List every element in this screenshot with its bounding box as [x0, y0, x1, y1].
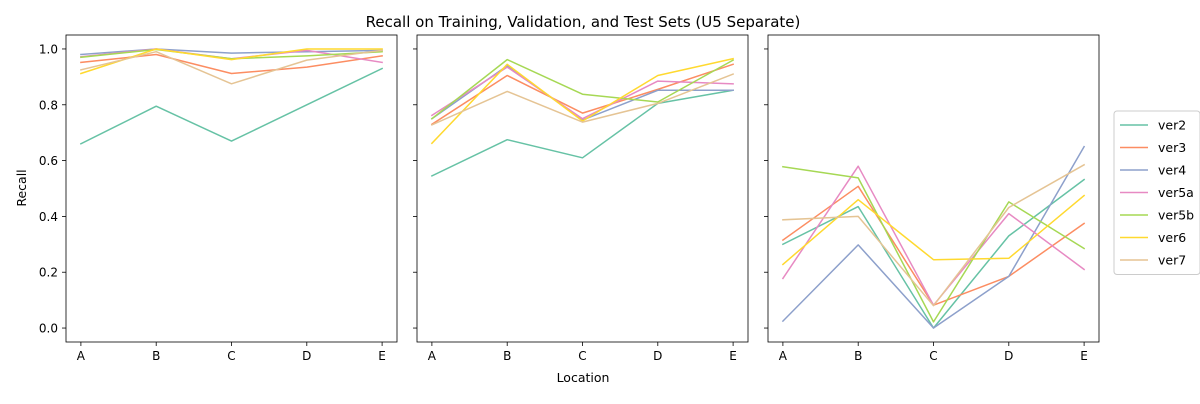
- series-line-ver4-panel-1: [80, 48, 383, 56]
- y-tick-label: 0.0: [39, 322, 58, 336]
- series-line-ver7-panel-2: [430, 73, 735, 126]
- axes-frame-2: [416, 34, 749, 343]
- x-tick-label: E: [1080, 349, 1088, 363]
- series-line-ver5a-panel-3: [781, 165, 1086, 306]
- x-tick-label: A: [428, 349, 437, 363]
- panel-2: A B C D E: [413, 34, 749, 363]
- panel-3: A B C D E: [764, 34, 1100, 363]
- legend-label-ver5a: ver5a: [1158, 185, 1194, 200]
- series-line-ver4-panel-2: [430, 64, 734, 121]
- x-tick-label: C: [578, 349, 586, 363]
- x-tick-label: B: [503, 349, 511, 363]
- series-line-ver3-panel-3: [781, 185, 1086, 306]
- series-line-ver5a-panel-2: [430, 66, 734, 120]
- series-line-ver3-panel-1: [80, 53, 383, 75]
- series-line-ver7-panel-3: [782, 163, 1086, 307]
- legend-frame: [1113, 110, 1200, 275]
- x-tick-label: B: [152, 349, 160, 363]
- legend-label-ver4: ver4: [1158, 163, 1186, 178]
- series-line-ver5b-panel-2: [430, 58, 735, 120]
- x-tick-label: C: [227, 349, 235, 363]
- legend-label-ver6: ver6: [1158, 230, 1186, 245]
- x-tick-label: E: [378, 349, 386, 363]
- y-tick-label: 1.0: [39, 42, 58, 56]
- x-tick-label: A: [77, 349, 86, 363]
- series-line-ver5b-panel-1: [80, 48, 383, 60]
- legend-label-ver2: ver2: [1158, 118, 1186, 133]
- axes-frame-3: [767, 34, 1100, 343]
- series-line-ver6-panel-2: [430, 57, 734, 145]
- y-axis-label: Recall: [14, 169, 29, 206]
- series-line-ver2-panel-1: [79, 67, 384, 145]
- y-tick-label: 0.8: [39, 98, 58, 112]
- legend-label-ver7: ver7: [1158, 253, 1186, 268]
- legend-label-ver5b: ver5b: [1158, 208, 1194, 223]
- x-tick-label: D: [1004, 349, 1013, 363]
- y-tick-label: 0.6: [39, 154, 58, 168]
- x-tick-label: A: [779, 349, 788, 363]
- y-tick-label: 0.4: [39, 210, 58, 224]
- series-line-ver7-panel-1: [79, 49, 383, 85]
- x-tick-label: D: [653, 349, 662, 363]
- x-tick-label: B: [854, 349, 862, 363]
- axes-frame-1: [65, 34, 398, 343]
- series-line-ver2-panel-2: [430, 89, 734, 177]
- panel-1: A B C D E 0.0 0.2 0.4 0.6 0.8 1.0: [39, 34, 398, 363]
- panels-layer: A B C D E 0.0 0.2 0.4 0.6 0.8 1.0 A B C D E A B C D E: [39, 34, 1100, 363]
- x-tick-label: D: [302, 349, 311, 363]
- x-tick-label: C: [929, 349, 937, 363]
- legend: ver2 ver3 ver4 ver5a ver5b ver6 ver7: [1113, 110, 1200, 275]
- legend-label-ver3: ver3: [1158, 140, 1186, 155]
- series-line-ver6-panel-3: [781, 194, 1086, 266]
- series-line-ver5b-panel-3: [782, 165, 1086, 323]
- y-tick-label: 0.2: [39, 266, 58, 280]
- chart-title: Recall on Training, Validation, and Test…: [366, 13, 801, 31]
- x-axis-label: Location: [557, 370, 610, 385]
- series-line-ver3-panel-2: [430, 63, 735, 126]
- x-tick-label: E: [729, 349, 737, 363]
